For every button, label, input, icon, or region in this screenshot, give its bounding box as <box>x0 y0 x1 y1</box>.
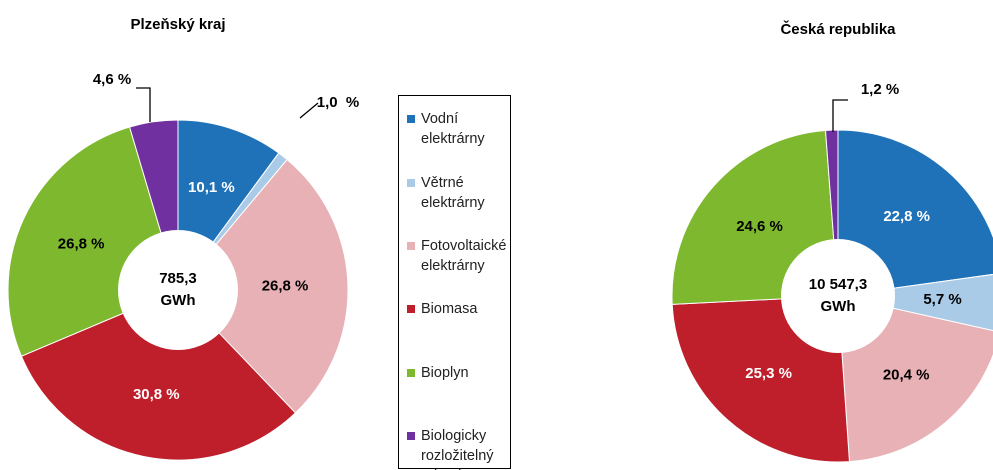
center-hole <box>781 239 895 353</box>
data-label: 1,0 % <box>317 94 360 111</box>
data-label: 26,8 % <box>58 235 105 252</box>
pie-slice <box>837 273 993 332</box>
legend-item: Větrné elektrárny <box>407 173 511 213</box>
chart-title: Plzeňský kraj <box>130 16 225 33</box>
legend: Vodní elektrárny Větrné elektrárny Fotovol… <box>398 95 511 470</box>
center-hole <box>118 230 238 350</box>
legend-label: Bioplyn <box>421 365 469 381</box>
data-label: 10,1 % <box>188 179 235 196</box>
legend-item: Biomasa <box>407 299 511 319</box>
pie-slice <box>177 158 349 414</box>
data-label: 22,8 % <box>883 208 930 225</box>
legend-item: Bioplyn <box>407 363 511 383</box>
data-label: 25,3 % <box>745 365 792 382</box>
data-label: 1,2 % <box>861 81 899 98</box>
legend-swatch <box>407 369 415 377</box>
data-label: 30,8 % <box>133 386 180 403</box>
pie-slice <box>20 289 297 461</box>
total-label: 785,3 <box>159 270 197 287</box>
legend-label: Biologicky rozložitelný odpad <box>421 428 494 470</box>
legend-label: Vodní elektrárny <box>421 111 485 147</box>
total-label: 10 547,3 <box>809 276 867 293</box>
legend-swatch <box>407 179 415 187</box>
data-label: 4,6 % <box>93 71 131 88</box>
total-unit: GWh <box>821 298 856 315</box>
leader-line <box>136 87 151 122</box>
data-label: 5,7 % <box>923 291 961 308</box>
leader-line <box>299 102 319 119</box>
legend-swatch <box>407 432 415 440</box>
data-label: 20,4 % <box>883 366 930 383</box>
total-unit: GWh <box>161 292 196 309</box>
legend-label: Větrné elektrárny <box>421 175 485 211</box>
data-label: 26,8 % <box>262 277 309 294</box>
legend-label: Fotovoltaické elektrárny <box>421 238 507 274</box>
legend-swatch <box>407 305 415 313</box>
legend-item: Biologicky rozložitelný odpad <box>407 426 511 470</box>
legend-item: Vodní elektrárny <box>407 109 511 149</box>
chart-title: Česká republika <box>780 20 896 38</box>
legend-swatch <box>407 115 415 123</box>
legend-item: Fotovoltaické elektrárny <box>407 236 511 276</box>
data-label: 24,6 % <box>736 218 783 235</box>
legend-label: Biomasa <box>421 301 478 317</box>
leader-line <box>832 99 848 132</box>
legend-swatch <box>407 242 415 250</box>
